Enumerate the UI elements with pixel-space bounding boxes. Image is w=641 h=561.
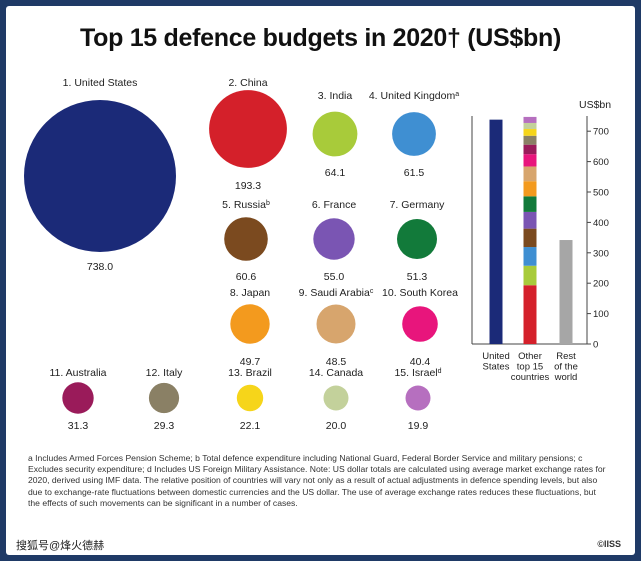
bubble-russia [224,217,268,261]
bar-united-states [489,119,503,344]
label-united-states: 1. United States [63,77,138,89]
label-india: 3. India [318,90,353,102]
chart-title: Top 15 defence budgets in 2020† (US$bn) [79,24,561,52]
chart-svg: 1. United States 738.0 2. China 193.3 3. Ind… [24,77,611,432]
value-russia: 60.6 [236,271,257,283]
label-japan: 8. Japan [230,287,270,299]
bar-y-tick-label: 500 [593,188,609,199]
bubble-united-states [24,100,176,252]
label-canada: 14. Canada [309,367,363,379]
bar-segment-japan [523,181,537,197]
bubble-brazil [236,384,264,412]
watermark-credit: 搜狐号@烽火德赫 [16,540,105,552]
bar-y-unit: US$bn [579,99,611,111]
bubble-israel [405,385,431,411]
value-china: 193.3 [235,180,261,192]
label-italy: 12. Italy [146,367,184,379]
bar-segment-germany [523,196,537,212]
bar-category-label: United States [482,351,509,373]
bar-segment-india [523,265,537,286]
bubble-saudi-arabia [316,304,356,344]
source-label: ©IISS [597,539,621,549]
bar-y-tick-label: 600 [593,157,609,168]
bar-segment-france [523,211,537,229]
bar-y-tick-label: 200 [593,279,609,290]
value-saudi-arabia: 48.5 [326,356,347,368]
bubble-germany [397,219,437,259]
bar-segment-south-korea [523,154,537,167]
bar-segment-united-kingdom [523,247,537,266]
bar-y-tick-label: 700 [593,127,609,138]
label-south-korea: 10. South Korea [382,287,458,299]
label-united-kingdom: 4. United Kingdoma [369,90,459,102]
label-china: 2. China [228,77,267,89]
value-italy: 29.3 [154,420,175,432]
label-australia: 11. Australia [49,367,106,379]
chart-frame: Top 15 defence budgets in 2020† (US$bn) … [6,6,635,555]
bar-y-tick-label: 300 [593,248,609,259]
label-russia: 5. Russiab [222,199,270,211]
bubble-united-kingdom [392,112,436,156]
label-germany: 7. Germany [390,199,446,211]
bubble-australia [62,382,94,414]
value-united-kingdom: 61.5 [404,167,425,179]
bar-segment-saudi-arabia [523,166,537,182]
label-france: 6. France [312,199,357,211]
value-israel: 19.9 [408,420,429,432]
bubble-japan [230,304,270,344]
bar-category-label: Rest of the world [554,351,578,383]
label-saudi-arabia: 9. Saudi Arabiac [299,287,374,299]
value-canada: 20.0 [326,420,347,432]
value-brazil: 22.1 [240,420,261,432]
value-germany: 51.3 [407,271,428,283]
bar-segment-canada [523,122,537,130]
bar-segment-china [523,285,537,344]
bar-segment-italy [523,135,537,145]
bubble-italy [148,382,180,414]
value-japan: 49.7 [240,356,261,368]
value-south-korea: 40.4 [410,356,431,368]
bar-segment-australia [523,144,537,155]
bar-segment-russia [523,228,537,248]
value-france: 55.0 [324,271,345,283]
bar-segment-israel [523,116,537,123]
bar-y-tick-label: 100 [593,309,609,320]
bar-segment-brazil [523,129,537,136]
bar-category-label: Other top 15 countries [511,351,550,383]
bubble-france [313,218,355,260]
value-australia: 31.3 [68,420,89,432]
bubble-south-korea [402,306,438,342]
label-brazil: 13. Brazil [228,367,272,379]
bubble-india [312,111,358,157]
bar-y-tick-label: 400 [593,218,609,229]
label-israel: 15. Israeld [394,367,441,379]
bubble-china [209,90,287,168]
value-united-states: 738.0 [87,261,113,273]
bubble-canada [323,385,349,411]
bar-rest-of-world [559,240,573,344]
value-india: 64.1 [325,167,346,179]
footnote-text: a Includes Armed Forces Pension Scheme; … [28,453,606,508]
bar-y-tick-label: 0 [593,340,598,351]
